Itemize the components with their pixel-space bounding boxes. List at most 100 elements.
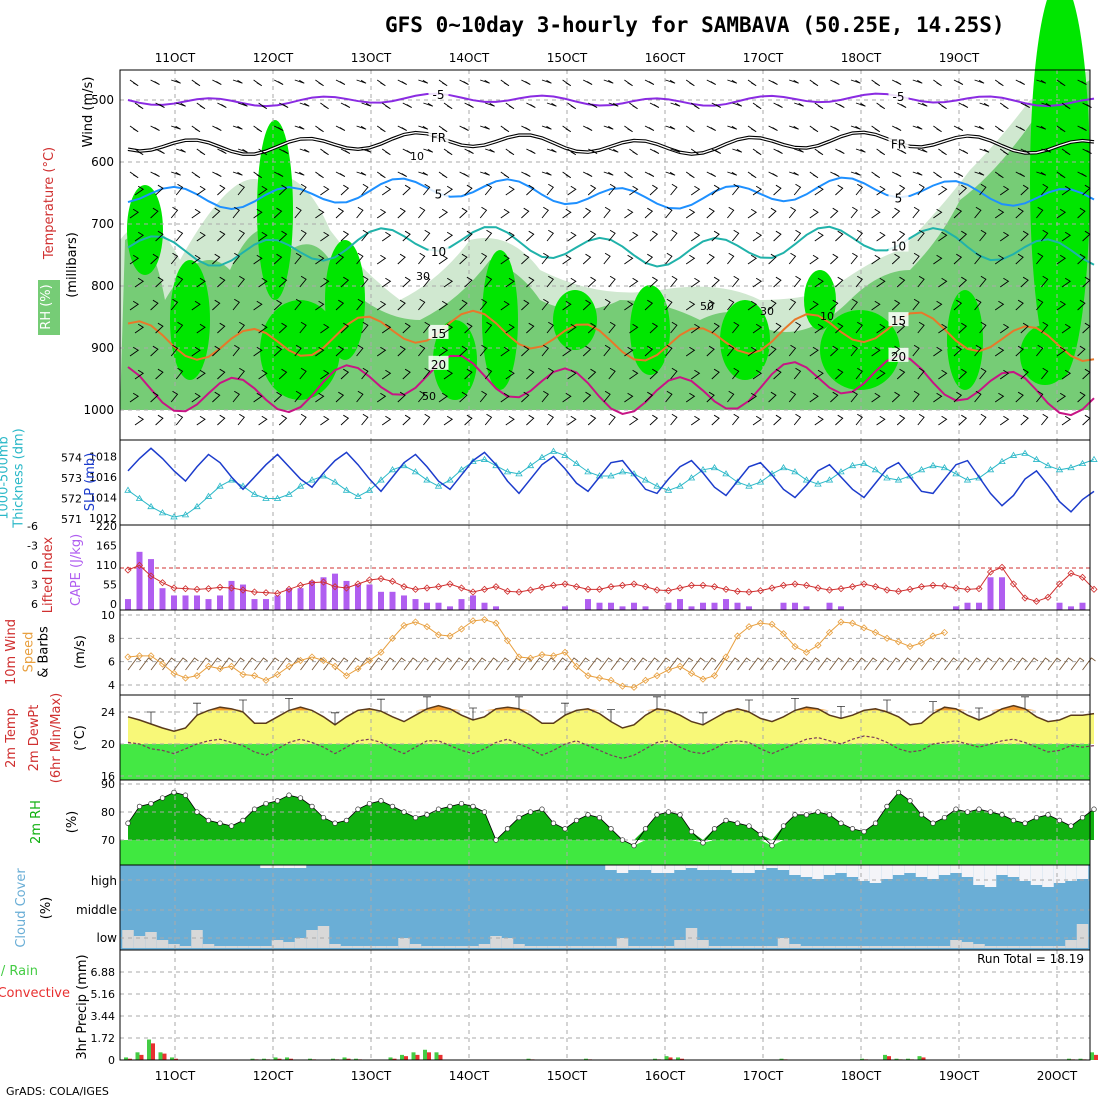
wind-barb xyxy=(855,367,863,380)
cape-bar xyxy=(976,602,982,610)
wind-barb xyxy=(1061,148,1071,156)
lifted-index-point xyxy=(262,589,270,597)
wind-barb xyxy=(958,414,968,426)
wind-barb xyxy=(443,323,454,334)
wind-speed-point xyxy=(423,623,431,631)
lifted-index-point xyxy=(365,576,374,584)
y-tick-label-rh2m: 90 xyxy=(101,778,115,791)
wind-barb xyxy=(423,148,434,153)
wind-barb xyxy=(979,102,990,107)
cape-bar xyxy=(481,602,488,610)
rain-bar xyxy=(653,1058,657,1060)
wind-barb xyxy=(629,102,638,110)
surface-wind-barb xyxy=(1082,657,1096,671)
rh2m-point xyxy=(1022,820,1028,826)
wind-barb xyxy=(773,276,782,288)
wind-barb xyxy=(381,102,391,110)
cape-bar xyxy=(171,595,177,610)
y-tick-label-cape: 110 xyxy=(96,559,117,572)
wind-barb xyxy=(464,230,473,242)
wind-barb xyxy=(773,322,782,334)
wind-barb xyxy=(294,298,302,311)
cape-bar xyxy=(159,588,166,610)
wind-barb xyxy=(340,368,350,380)
y-tick-label-precip: 3.44 xyxy=(91,1010,116,1023)
wind-barb xyxy=(232,390,240,403)
wind-barb xyxy=(917,413,925,426)
rh2m-point xyxy=(205,817,212,824)
cloud-high-gap xyxy=(674,865,686,870)
wind-barb xyxy=(278,368,288,380)
cloud-high-gap xyxy=(938,865,951,875)
rh2m-point xyxy=(274,798,281,804)
cloud-high-gap xyxy=(858,865,870,881)
wind-speed-point xyxy=(894,638,903,646)
wind-barb xyxy=(1056,392,1067,403)
wind-barb xyxy=(191,171,201,179)
surface-wind-barb xyxy=(817,657,832,671)
cloud-low-bar xyxy=(214,946,226,948)
wind-barb xyxy=(376,79,386,87)
rh2m-point xyxy=(171,789,177,796)
precip-axis-label-group: 3hr Precip (mm) xyxy=(75,954,90,1059)
isotherm-label: 5 xyxy=(435,187,443,201)
wind-barb xyxy=(376,346,387,357)
cape-bar xyxy=(458,599,465,610)
wind-barb xyxy=(423,229,431,242)
wind-barb xyxy=(670,413,678,426)
wind-barb xyxy=(129,125,139,133)
wind-barb xyxy=(546,229,554,242)
y-tick-label-precip: 6.88 xyxy=(91,966,116,979)
wind-barb xyxy=(438,392,449,403)
wind-barb xyxy=(768,79,778,85)
wind-barb xyxy=(356,344,364,357)
wind-speed-point xyxy=(204,662,213,670)
slp-line xyxy=(127,447,1095,513)
cloud-axis-label-group: Cloud Cover xyxy=(14,868,29,948)
wind-barb xyxy=(768,207,777,219)
y-tick-label-precip: 5.16 xyxy=(91,988,116,1001)
surface-wind-barb xyxy=(518,657,533,671)
convective-bar xyxy=(392,1058,397,1060)
temp-minmax-bar xyxy=(239,699,247,712)
temp-minmax-bar xyxy=(837,706,845,719)
wind-barb xyxy=(732,321,740,334)
wind-barb xyxy=(237,102,248,107)
lifted-index-point xyxy=(1009,580,1018,588)
cloud-low-bar xyxy=(892,946,905,948)
wind-barb xyxy=(278,102,289,108)
isotherm-label-bg xyxy=(428,242,449,257)
thickness-point xyxy=(952,470,960,477)
rh2m-point xyxy=(792,812,798,818)
wind-barb xyxy=(706,253,715,265)
wind-barb xyxy=(381,148,391,156)
rh2m-point xyxy=(723,817,729,824)
rh2m-point xyxy=(366,800,373,807)
rh-area-bright xyxy=(127,185,163,275)
wind-barb xyxy=(979,275,987,288)
wind-barb xyxy=(603,125,614,130)
cape-bar xyxy=(953,606,959,610)
wind-speed-point xyxy=(906,642,914,651)
lifted-index-point xyxy=(423,584,431,592)
wind-barb xyxy=(340,414,350,426)
wind-barb xyxy=(212,253,221,265)
wind-barb xyxy=(541,252,549,265)
x-tick-label-top: 13OCT xyxy=(351,51,392,65)
wind-barb xyxy=(711,414,720,426)
wind-barb xyxy=(150,171,160,177)
wind-barb xyxy=(397,207,406,219)
wind-barb xyxy=(685,392,696,403)
wind-barb xyxy=(526,368,535,380)
wind-barb xyxy=(629,369,639,380)
wind-barb xyxy=(175,413,184,426)
wind-barb xyxy=(196,185,206,196)
wind-barb xyxy=(685,79,695,87)
y-tick-label-li: 6 xyxy=(31,598,38,611)
rh2m-base-band xyxy=(120,840,1090,865)
cape-bar xyxy=(803,606,810,610)
lifted-index-point xyxy=(802,581,811,589)
convective-bar xyxy=(289,1058,293,1060)
cloud-low-bar xyxy=(570,946,583,948)
thickness-point xyxy=(1044,461,1052,469)
